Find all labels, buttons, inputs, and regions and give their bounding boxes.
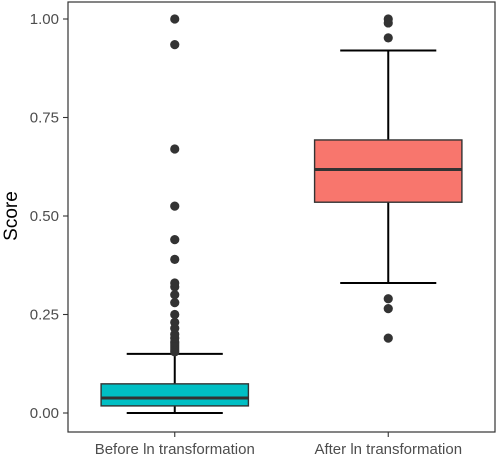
outlier-point [170, 309, 180, 320]
outlier-point [170, 290, 180, 300]
outlier-point [170, 278, 180, 288]
outlier-point [383, 14, 393, 24]
outlier-point [170, 201, 180, 211]
y-tick-label: 0.25 [30, 307, 59, 324]
outlier-point [170, 40, 180, 50]
box-group [313, 14, 463, 343]
y-tick-label: 0.75 [30, 110, 59, 127]
plot-panel-border [67, 1, 496, 433]
outlier-point [170, 14, 180, 24]
box-group [100, 14, 250, 414]
y-tick-label: 1.00 [30, 11, 59, 28]
outlier-point [170, 235, 180, 245]
x-tick-label: After ln transformation [314, 441, 462, 456]
outlier-point [383, 303, 393, 314]
outlier-point [170, 144, 180, 154]
outlier-point [383, 294, 393, 304]
y-tick-label: 0.50 [30, 208, 59, 225]
outlier-point [383, 33, 393, 43]
outlier-point [170, 317, 180, 327]
iqr-box [313, 139, 463, 203]
outlier-point [170, 254, 180, 264]
y-axis-title: Score [1, 191, 22, 241]
iqr-box [100, 383, 250, 407]
x-tick-label: Before ln transformation [95, 441, 255, 456]
outlier-point [383, 333, 393, 343]
y-tick-label: 0.00 [30, 405, 59, 422]
outlier-point [170, 298, 180, 308]
